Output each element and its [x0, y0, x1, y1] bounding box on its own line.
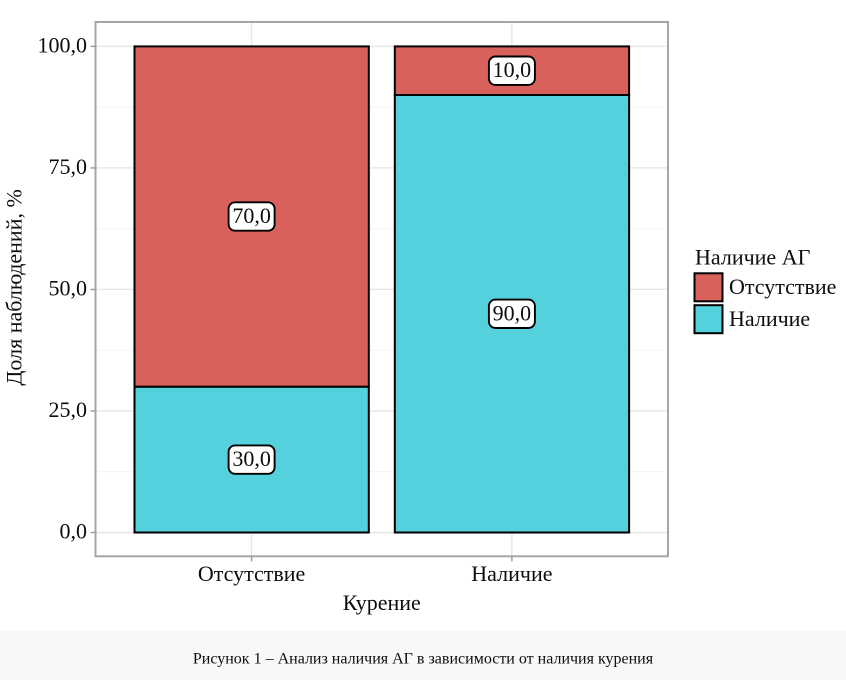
svg-text:100,0: 100,0	[38, 32, 88, 57]
svg-text:Курение: Курение	[343, 590, 421, 615]
svg-text:70,0: 70,0	[232, 203, 271, 228]
svg-text:30,0: 30,0	[232, 446, 271, 471]
svg-text:10,0: 10,0	[493, 57, 532, 82]
svg-text:25,0: 25,0	[49, 397, 88, 422]
svg-text:Доля наблюдений, %: Доля наблюдений, %	[2, 189, 27, 385]
svg-text:Рисунок 1 – Анализ наличия АГ: Рисунок 1 – Анализ наличия АГ в зависимо…	[193, 651, 654, 668]
svg-text:Наличие: Наличие	[729, 306, 810, 331]
svg-text:90,0: 90,0	[493, 300, 532, 325]
svg-text:0,0: 0,0	[60, 518, 88, 543]
svg-text:Наличие АГ: Наличие АГ	[695, 245, 811, 270]
svg-text:75,0: 75,0	[49, 154, 88, 179]
svg-text:Наличие: Наличие	[471, 561, 552, 586]
svg-text:Отсутствие: Отсутствие	[729, 274, 836, 299]
svg-text:Отсутствие: Отсутствие	[198, 561, 305, 586]
svg-text:50,0: 50,0	[49, 275, 88, 300]
